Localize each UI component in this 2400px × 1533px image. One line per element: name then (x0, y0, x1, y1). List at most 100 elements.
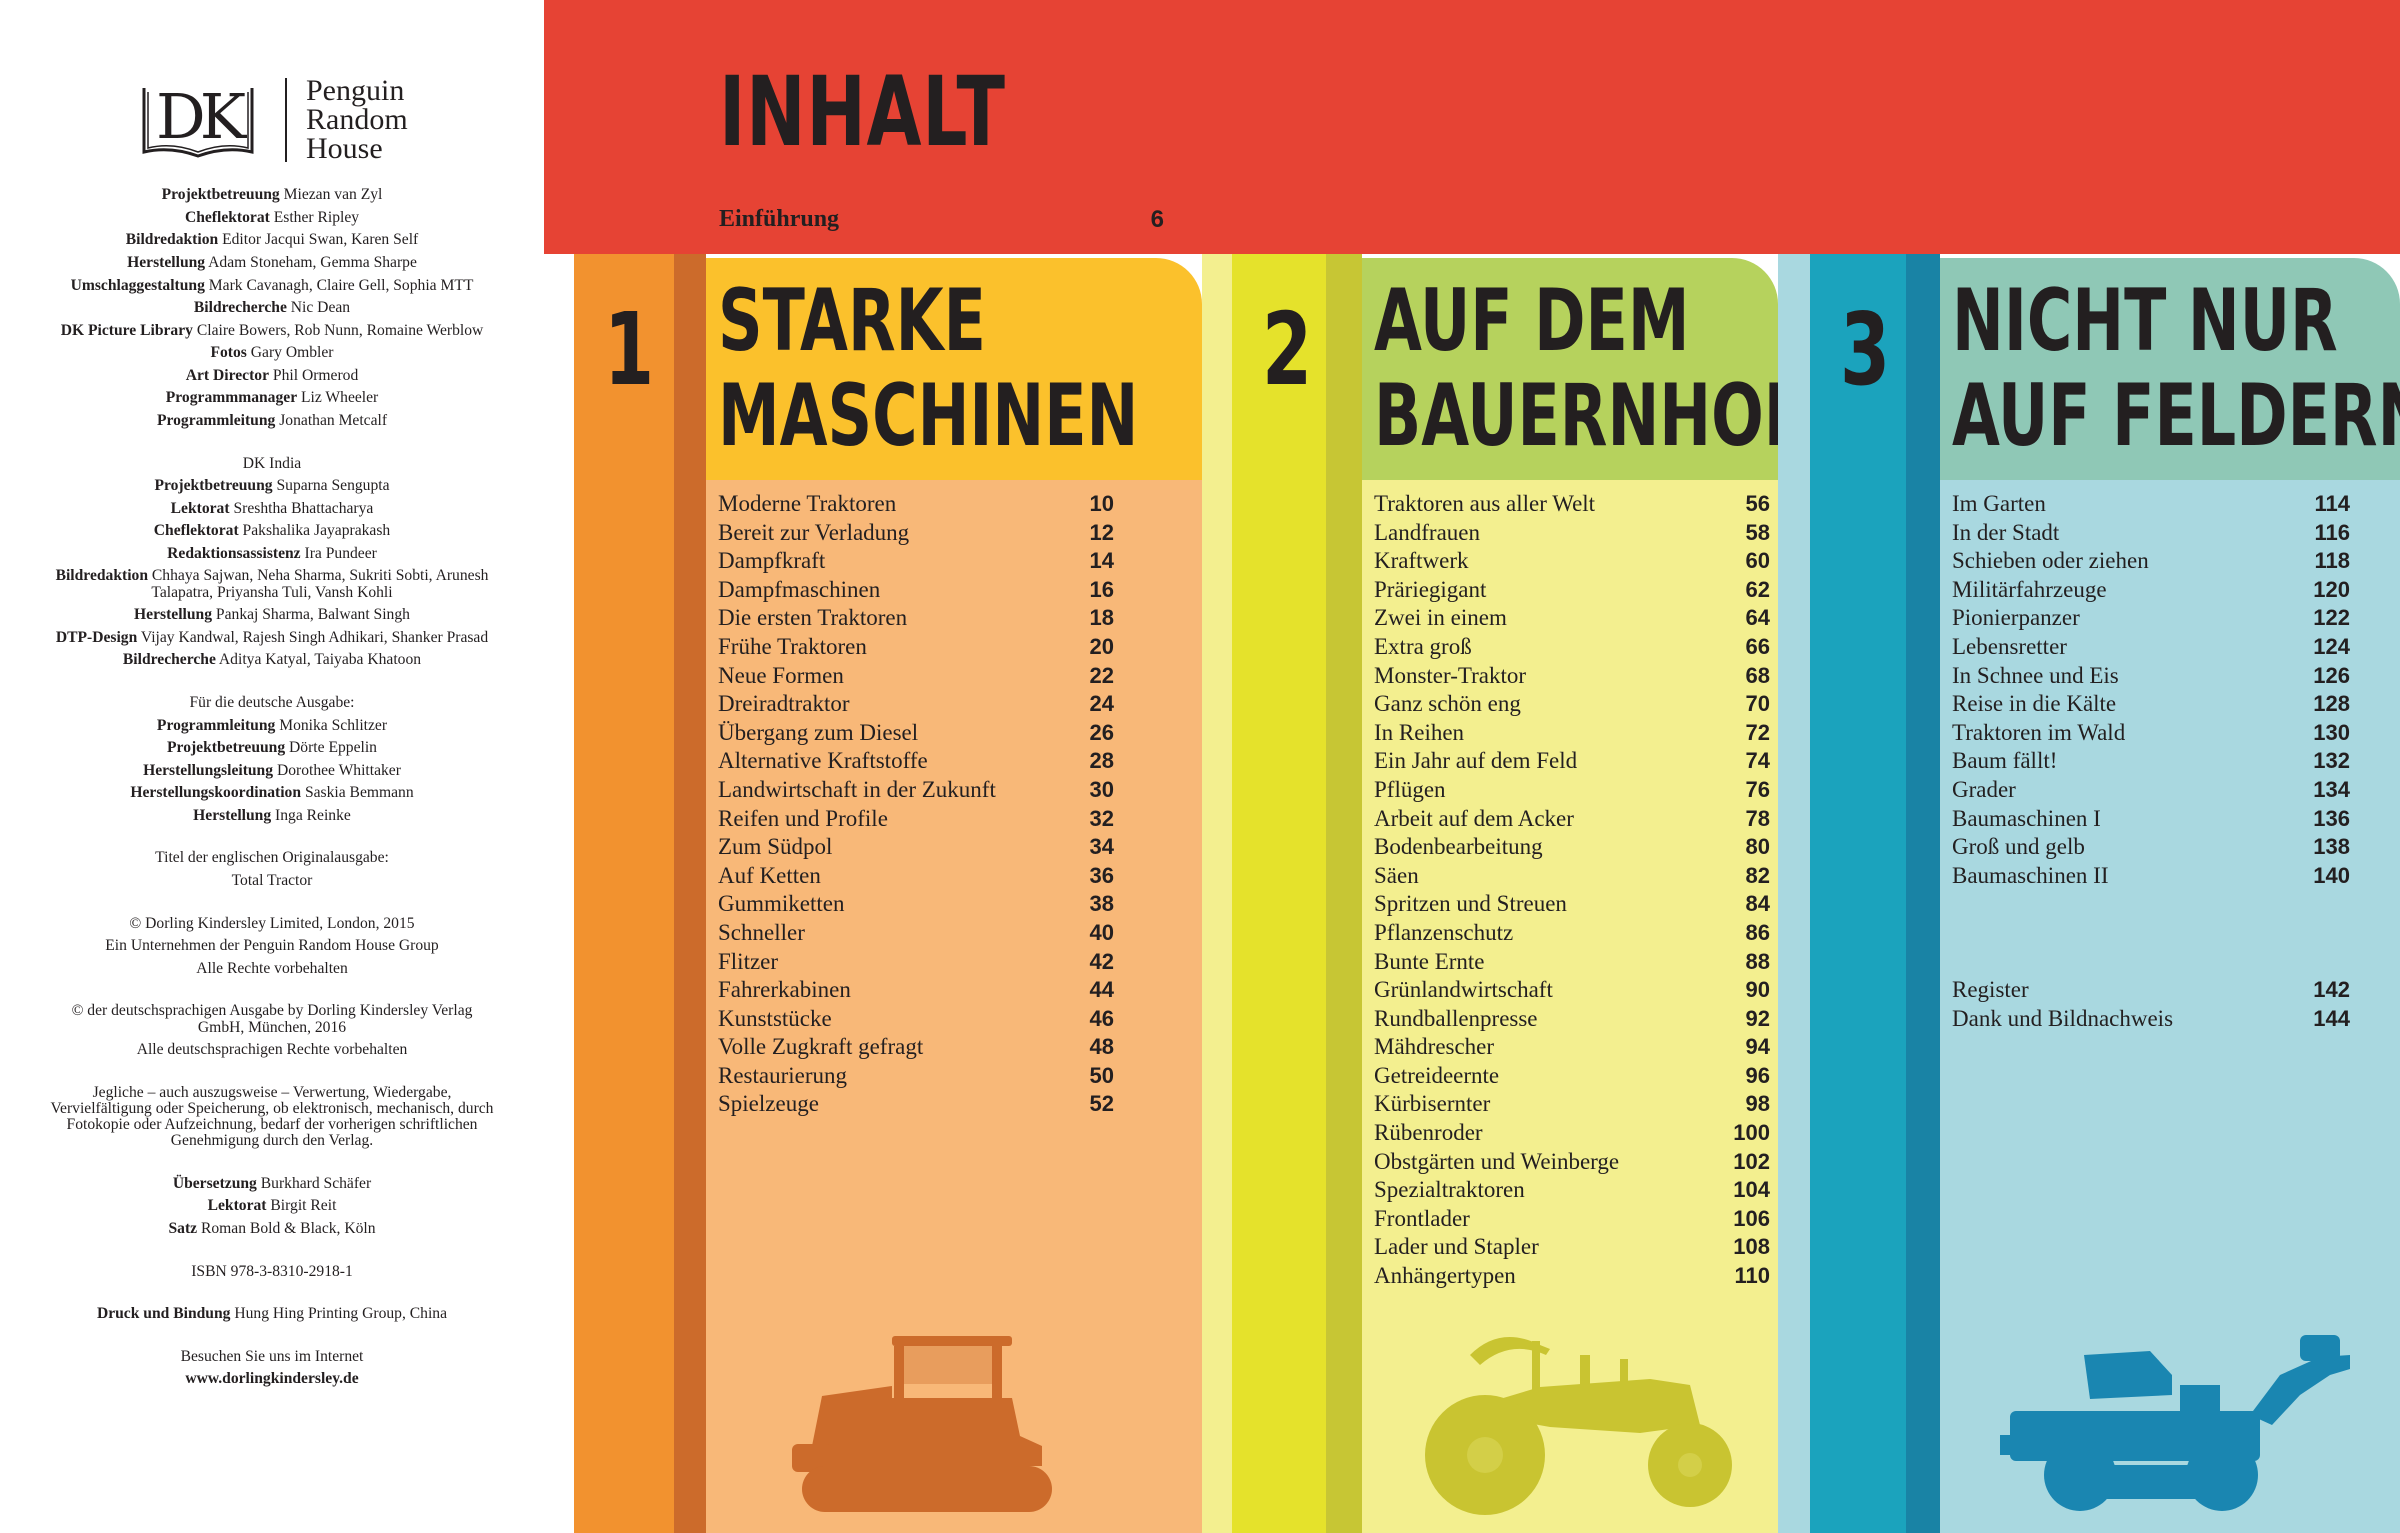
toc-entry-title: In Schnee und Eis (1952, 662, 2119, 688)
credit-line: Fotos Gary Ombler (0, 342, 544, 365)
toc-entry[interactable]: Traktoren aus aller Welt 56 (1362, 490, 1770, 519)
toc-entry-page: 100 (1733, 1120, 1770, 1146)
toc-entry-page: 128 (2313, 691, 2350, 717)
toc-entry[interactable]: Militärfahrzeuge 120 (1940, 576, 2350, 605)
toc-entry-page: 22 (1089, 662, 1114, 688)
toc-entry[interactable]: Anhängertypen 110 (1362, 1262, 1770, 1291)
toc-entry[interactable]: Schneller 40 (706, 919, 1114, 948)
toc-entry[interactable]: Volle Zugkraft gefragt 48 (706, 1033, 1114, 1062)
toc-entry[interactable]: Dank und Bildnachweis 144 (1940, 1005, 2350, 1034)
toc-entry[interactable]: Alternative Kraftstoffe 28 (706, 747, 1114, 776)
toc-entry[interactable]: Reifen und Profile 32 (706, 805, 1114, 834)
toc-entry[interactable]: Mähdrescher 94 (1362, 1033, 1770, 1062)
toc-entry[interactable]: Extra groß 66 (1362, 633, 1770, 662)
toc-entry[interactable]: Gummiketten 38 (706, 890, 1114, 919)
toc-entry[interactable]: Spielzeuge 52 (706, 1090, 1114, 1119)
logo-divider (285, 78, 287, 162)
toc-entry[interactable]: Bodenbearbeitung 80 (1362, 833, 1770, 862)
toc-entry[interactable]: Die ersten Traktoren 18 (706, 604, 1114, 633)
toc-entry[interactable]: Lader und Stapler 108 (1362, 1233, 1770, 1262)
toc-entry[interactable]: Rundballenpresse 92 (1362, 1005, 1770, 1034)
toc-entry[interactable]: Säen 82 (1362, 862, 1770, 891)
toc-entry[interactable]: Groß und gelb 138 (1940, 833, 2350, 862)
toc-entry[interactable]: Kürbisernter 98 (1362, 1090, 1770, 1119)
credit-line: Druck und Bindung Hung Hing Printing Gro… (0, 1303, 544, 1326)
toc-entry[interactable]: Register 142 (1940, 976, 2350, 1005)
section-gap (1202, 254, 1232, 1533)
toc-entry[interactable]: Obstgärten und Weinberge 102 (1362, 1148, 1770, 1177)
toc-entry[interactable]: Schieben oder ziehen 118 (1940, 547, 2350, 576)
credit-line: Cheflektorat Esther Ripley (0, 207, 544, 230)
toc-entry[interactable]: Flitzer 42 (706, 948, 1114, 977)
toc-entry[interactable]: In der Stadt 116 (1940, 519, 2350, 548)
toc-entry-page: 50 (1089, 1062, 1114, 1088)
toc-entry-title: Mähdrescher (1374, 1034, 1495, 1060)
toc-entry[interactable]: Bereit zur Verladung 12 (706, 519, 1114, 548)
toc-entry[interactable]: Pflügen 76 (1362, 776, 1770, 805)
toc-entry[interactable]: Baumaschinen II 140 (1940, 862, 2350, 891)
section-1-entries: Moderne Traktoren 10 Bereit zur Verladung 1… (706, 490, 1114, 1119)
toc-entry[interactable]: Dreiradtraktor 24 (706, 690, 1114, 719)
toc-entry[interactable]: Grader 134 (1940, 776, 2350, 805)
toc-entry[interactable]: Dampfkraft 14 (706, 547, 1114, 576)
credit-name: Dorothee Whittaker (276, 761, 401, 779)
toc-entry[interactable]: Frontlader 106 (1362, 1205, 1770, 1234)
section-title-line: AUF DEM (1374, 271, 1690, 371)
toc-entry[interactable]: Lebensretter 124 (1940, 633, 2350, 662)
toc-entry[interactable]: Landfrauen 58 (1362, 519, 1770, 548)
toc-entry[interactable]: Baum fällt! 132 (1940, 747, 2350, 776)
toc-entry[interactable]: Zum Südpol 34 (706, 833, 1114, 862)
toc-entry[interactable]: In Schnee und Eis 126 (1940, 662, 2350, 691)
toc-entry[interactable]: Kraftwerk 60 (1362, 547, 1770, 576)
toc-entry-page: 58 (1745, 519, 1770, 545)
toc-entry-title: Ganz schön eng (1374, 691, 1521, 717)
toc-entry[interactable]: Bunte Ernte 88 (1362, 948, 1770, 977)
toc-entry-page: 76 (1745, 776, 1770, 802)
toc-entry[interactable]: Spritzen und Streuen 84 (1362, 890, 1770, 919)
credit-name: ISBN 978-3-8310-2918-1 (191, 1262, 353, 1280)
toc-entry-page: 102 (1733, 1148, 1770, 1174)
credit-name: Esther Ripley (273, 208, 360, 226)
toc-entry[interactable]: Dampfmaschinen 16 (706, 576, 1114, 605)
toc-entry[interactable]: Arbeit auf dem Acker 78 (1362, 805, 1770, 834)
toc-entry[interactable]: In Reihen 72 (1362, 719, 1770, 748)
toc-entry-title: Register (1952, 977, 2029, 1003)
toc-entry-page: 142 (2313, 977, 2350, 1003)
toc-entry[interactable]: Monster-Traktor 68 (1362, 662, 1770, 691)
toc-entry[interactable]: Rübenroder 100 (1362, 1119, 1770, 1148)
toc-entry[interactable]: Landwirtschaft in der Zukunft 30 (706, 776, 1114, 805)
credit-role: Art Director (185, 366, 270, 384)
toc-entry[interactable]: Moderne Traktoren 10 (706, 490, 1114, 519)
toc-entry[interactable]: Restaurierung 50 (706, 1062, 1114, 1091)
toc-entry[interactable]: Ganz schön eng 70 (1362, 690, 1770, 719)
toc-entry[interactable]: Ein Jahr auf dem Feld 74 (1362, 747, 1770, 776)
credit-name: Ein Unternehmen der Penguin Random House… (105, 937, 439, 955)
toc-entry[interactable]: Zwei in einem 64 (1362, 604, 1770, 633)
credit-role: Cheflektorat (153, 522, 239, 540)
credit-line: Besuchen Sie uns im Internet (0, 1346, 544, 1369)
toc-entry[interactable]: Reise in die Kälte 128 (1940, 690, 2350, 719)
toc-entry[interactable]: Grünlandwirtschaft 90 (1362, 976, 1770, 1005)
toc-entry[interactable]: Auf Ketten 36 (706, 862, 1114, 891)
toc-entry[interactable]: Getreideernte 96 (1362, 1062, 1770, 1091)
credits-block: Übersetzung Burkhard Schäfer Lektorat Bir… (0, 1173, 544, 1241)
section-1-title: STARKE MASCHINEN (718, 274, 1138, 464)
toc-entry[interactable]: Spezialtraktoren 104 (1362, 1176, 1770, 1205)
toc-entry[interactable]: Neue Formen 22 (706, 662, 1114, 691)
toc-entry[interactable]: Pionierpanzer 122 (1940, 604, 2350, 633)
toc-entry[interactable]: Baumaschinen I 136 (1940, 805, 2350, 834)
toc-entry[interactable]: Fahrerkabinen 44 (706, 976, 1114, 1005)
toc-entry-page: 42 (1089, 948, 1114, 974)
toc-entry[interactable]: Übergang zum Diesel 26 (706, 719, 1114, 748)
toc-entry[interactable]: Pflanzenschutz 86 (1362, 919, 1770, 948)
credit-line: Für die deutsche Ausgabe: (0, 692, 544, 715)
toc-entry[interactable]: Präriegigant 62 (1362, 576, 1770, 605)
section-title-line: STARKE (718, 271, 986, 371)
toc-entry[interactable]: Traktoren im Wald 130 (1940, 719, 2350, 748)
toc-entry[interactable]: Frühe Traktoren 20 (706, 633, 1114, 662)
toc-entry-page: 52 (1089, 1091, 1114, 1117)
toc-entry[interactable]: Kunststücke 46 (706, 1005, 1114, 1034)
toc-entry[interactable]: Im Garten 114 (1940, 490, 2350, 519)
section-2-stripe (1326, 254, 1362, 1533)
toc-entry-page: 38 (1089, 891, 1114, 917)
